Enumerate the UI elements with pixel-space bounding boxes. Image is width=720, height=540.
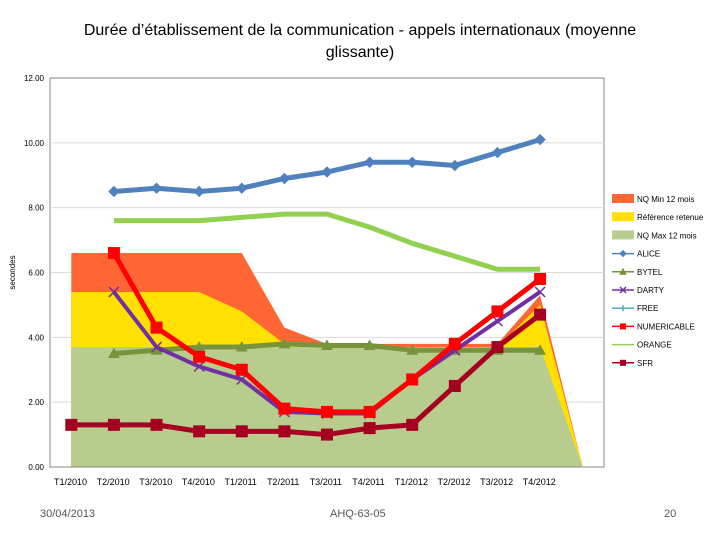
- axes: 0.00 2.00 4.00 6.00 8.00 10.00 12.00 T1/2010 T2/…: [8, 74, 604, 487]
- page-number: 20: [664, 508, 677, 520]
- point-sfr: [235, 425, 248, 438]
- point-bytel: [321, 339, 333, 350]
- y-tick-label: 4.00: [28, 333, 44, 342]
- point-sfr: [534, 308, 547, 321]
- point-numericable: [278, 402, 291, 415]
- point-numericable: [491, 305, 504, 318]
- point-alice: [108, 185, 120, 198]
- point-alice: [363, 156, 376, 168]
- point-alice: [321, 166, 333, 178]
- y-tick-label: 6.00: [28, 269, 44, 278]
- legend-marker: [619, 267, 627, 275]
- x-tick-label: T4/2011: [352, 477, 384, 487]
- point-sfr: [448, 379, 461, 392]
- point-numericable: [534, 272, 547, 285]
- point-darty: [193, 360, 205, 373]
- point-numericable: [193, 350, 206, 363]
- line-orange: [113, 211, 541, 272]
- legend-marker: [620, 305, 626, 312]
- y-tick-label: 12.00: [24, 74, 45, 83]
- y-tick-label: 0.00: [28, 463, 44, 472]
- x-tick-label: T2/2012: [438, 477, 471, 487]
- x-tick-label: T1/2012: [395, 477, 428, 487]
- legend-label: NUMERICABLE: [637, 322, 695, 331]
- legend-label: ORANGE: [637, 341, 672, 350]
- point-numericable: [321, 405, 333, 418]
- legend-label: SFR: [637, 359, 653, 368]
- point-sfr: [363, 422, 376, 435]
- point-alice: [449, 159, 461, 172]
- legend-marker: [620, 359, 626, 366]
- point-numericable: [406, 373, 419, 386]
- footer-reference: AHQ-63-05: [330, 508, 386, 520]
- point-sfr: [107, 418, 120, 431]
- point-darty: [491, 315, 503, 327]
- legend-label: Référence retenue: [637, 213, 704, 222]
- point-darty: [151, 341, 163, 353]
- point-numericable: [150, 321, 163, 334]
- y-tick-label: 10.00: [24, 139, 45, 148]
- x-tick-label: T4/2012: [523, 477, 556, 487]
- x-tick-label: T4/2010: [182, 477, 215, 487]
- point-numericable: [107, 247, 120, 260]
- point-alice: [236, 182, 248, 194]
- point-bytel: [108, 347, 120, 359]
- point-bytel: [363, 339, 376, 350]
- legend-swatch: [612, 230, 634, 240]
- point-sfr: [65, 418, 78, 431]
- point-numericable: [235, 363, 248, 376]
- point-sfr: [491, 341, 504, 354]
- point-sfr: [193, 425, 206, 438]
- legend-label: DARTY: [637, 286, 665, 295]
- y-tick-label: 8.00: [28, 204, 44, 213]
- point-bytel: [406, 344, 419, 355]
- point-bytel: [235, 341, 248, 352]
- point-sfr: [150, 418, 163, 431]
- point-alice: [278, 172, 291, 185]
- x-tick-label: T3/2012: [480, 477, 513, 487]
- x-tick-label: T3/2011: [310, 477, 342, 487]
- legend: NQ Min 12 mois Référence retenue NQ Max 12…: [612, 194, 704, 368]
- chart: 0.00 2.00 4.00 6.00 8.00 10.00 12.00 T1/2010 T2/…: [8, 74, 704, 487]
- point-sfr: [278, 425, 291, 438]
- point-numericable: [363, 405, 376, 418]
- y-axis-label: secondes: [8, 255, 17, 289]
- point-darty: [534, 286, 546, 298]
- legend-swatch: [612, 194, 634, 203]
- point-alice: [406, 156, 418, 168]
- x-tick-label: T2/2011: [267, 477, 299, 487]
- legend-label: BYTEL: [637, 268, 663, 277]
- point-alice: [150, 182, 163, 194]
- legend-marker: [620, 323, 626, 330]
- point-sfr: [406, 418, 419, 431]
- line-series: [65, 133, 547, 441]
- point-sfr: [321, 428, 333, 441]
- legend-label: FREE: [637, 304, 658, 313]
- legend-marker: [619, 249, 627, 258]
- point-numericable: [448, 337, 461, 350]
- point-alice: [491, 146, 504, 159]
- x-tick-label: T3/2010: [139, 477, 172, 487]
- legend-swatch: [612, 212, 634, 222]
- line-sfr: [71, 312, 542, 438]
- legend-label: ALICE: [637, 250, 660, 259]
- chart-title: Durée d’établissement de la communicatio…: [83, 22, 637, 61]
- x-tick-label: T1/2011: [224, 477, 256, 487]
- line-alice: [113, 137, 541, 194]
- legend-label: NQ Max 12 mois: [637, 231, 697, 240]
- point-bytel: [534, 344, 546, 355]
- point-alice: [193, 185, 205, 198]
- point-bytel: [278, 337, 291, 349]
- y-tick-label: 2.00: [28, 398, 44, 407]
- point-alice: [534, 133, 546, 146]
- point-darty: [108, 286, 120, 298]
- footer-date: 30/04/2013: [40, 508, 96, 520]
- x-tick-label: T2/2010: [97, 477, 130, 487]
- legend-label: NQ Min 12 mois: [637, 195, 694, 204]
- x-tick-label: T1/2010: [54, 477, 87, 487]
- legend-marker: [619, 286, 627, 294]
